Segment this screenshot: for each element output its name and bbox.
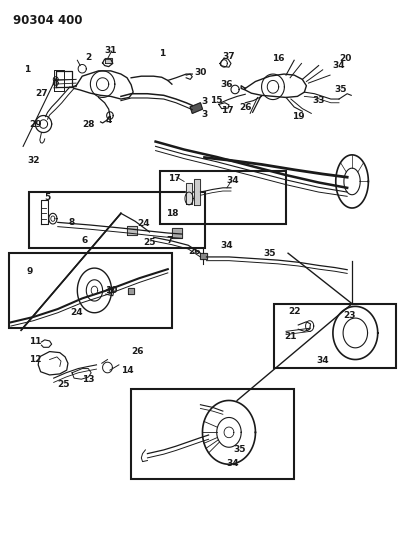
Text: 37: 37 [222, 52, 235, 61]
Text: 10: 10 [105, 286, 117, 295]
Polygon shape [200, 253, 207, 259]
Text: 19: 19 [292, 111, 305, 120]
Text: 34: 34 [220, 241, 233, 250]
Text: 35: 35 [263, 249, 276, 258]
Text: 4: 4 [106, 116, 112, 125]
Bar [160, 171, 286, 224]
Text: 34: 34 [227, 176, 239, 185]
Polygon shape [128, 288, 135, 294]
Text: 33: 33 [312, 95, 325, 104]
Polygon shape [186, 182, 192, 204]
Text: 6: 6 [81, 237, 88, 246]
Text: 3: 3 [201, 110, 208, 119]
Text: 90304 400: 90304 400 [13, 14, 83, 27]
Text: 26: 26 [131, 347, 144, 356]
Text: 31: 31 [104, 46, 117, 55]
Text: 7: 7 [166, 237, 173, 246]
Polygon shape [190, 103, 202, 114]
Polygon shape [194, 179, 200, 205]
Text: 23: 23 [343, 311, 355, 320]
Text: 17: 17 [168, 174, 180, 183]
Polygon shape [127, 226, 137, 235]
Text: 18: 18 [166, 209, 178, 218]
Text: 34: 34 [333, 61, 345, 70]
Text: 14: 14 [121, 366, 133, 375]
Text: 22: 22 [288, 307, 301, 316]
Text: 35: 35 [233, 446, 245, 455]
Text: 24: 24 [70, 308, 83, 317]
Polygon shape [172, 228, 182, 238]
Text: 12: 12 [29, 355, 42, 364]
Text: 24: 24 [137, 220, 150, 229]
Text: 29: 29 [29, 119, 42, 128]
Text: 34: 34 [227, 459, 239, 467]
Text: 15: 15 [211, 96, 223, 105]
Text: 25: 25 [58, 380, 70, 389]
Text: 2: 2 [85, 53, 92, 62]
Text: 16: 16 [272, 54, 284, 62]
Text: 17: 17 [220, 106, 233, 115]
Text: 26: 26 [188, 247, 200, 256]
Text: 36: 36 [221, 80, 233, 89]
Text: 1: 1 [24, 66, 30, 74]
Text: 28: 28 [82, 119, 94, 128]
Polygon shape [105, 58, 112, 63]
Text: 21: 21 [284, 332, 297, 341]
Text: 20: 20 [339, 54, 351, 62]
Text: 35: 35 [335, 85, 347, 94]
Text: 8: 8 [69, 219, 75, 228]
Text: 32: 32 [27, 156, 40, 165]
Text: 30: 30 [194, 68, 207, 77]
Text: 34: 34 [317, 356, 329, 365]
Text: 3: 3 [201, 97, 208, 106]
Text: 1: 1 [159, 50, 165, 58]
Bar [29, 192, 204, 248]
Text: 11: 11 [29, 337, 42, 346]
Bar [9, 253, 172, 328]
Bar [131, 389, 294, 479]
Bar [274, 304, 396, 368]
Text: 13: 13 [82, 375, 94, 384]
Text: 5: 5 [45, 193, 51, 202]
Text: 9: 9 [26, 268, 32, 276]
Text: 26: 26 [239, 102, 252, 111]
Text: 25: 25 [143, 238, 156, 247]
Text: 27: 27 [35, 89, 48, 98]
